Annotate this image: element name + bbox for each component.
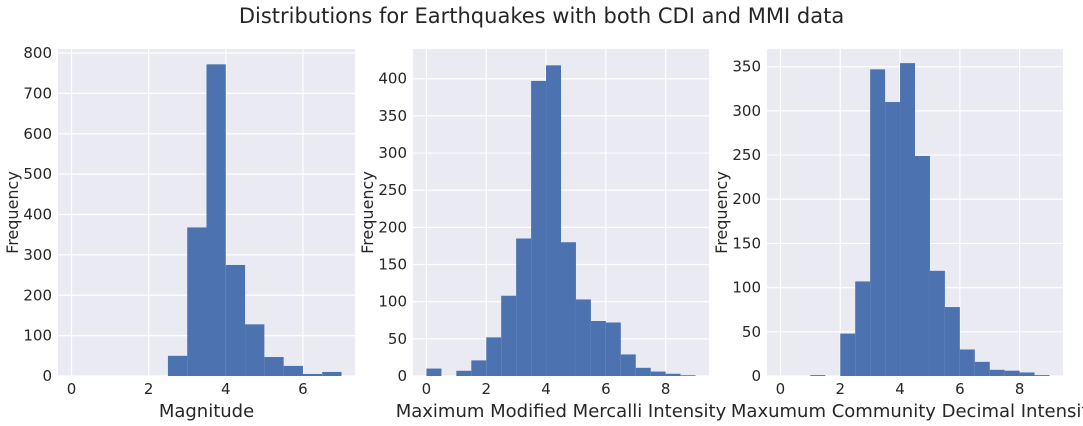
histogram-bar <box>635 367 651 376</box>
histogram-bar <box>1004 370 1020 376</box>
histogram-bar <box>225 264 246 376</box>
histogram-bar <box>989 369 1005 376</box>
y-tick-label: 200 <box>23 286 52 304</box>
histogram-bar <box>546 65 561 376</box>
histogram-bar <box>501 295 517 376</box>
x-tick-label: 8 <box>661 380 671 398</box>
y-tick-label: 350 <box>732 58 761 76</box>
y-tick-label: 0 <box>42 367 52 385</box>
histogram-bar <box>650 371 666 376</box>
histogram-bar <box>302 373 323 376</box>
histogram-bar <box>283 365 303 376</box>
y-tick-label: 300 <box>732 102 761 120</box>
histogram-bar <box>915 155 930 376</box>
histogram-bar <box>840 333 856 376</box>
y-tick-label: 400 <box>378 70 407 88</box>
y-tick-label: 100 <box>378 293 407 311</box>
histogram-bar <box>929 270 945 376</box>
histogram-bar <box>974 361 990 376</box>
histogram-bar <box>1034 375 1050 376</box>
x-tick-label: 0 <box>776 380 786 398</box>
histogram-bar <box>620 354 636 376</box>
y-axis-label: Frequency <box>712 171 731 254</box>
y-tick-label: 800 <box>23 44 52 62</box>
histogram-bar <box>426 368 442 376</box>
histogram-bar <box>264 357 284 376</box>
histogram-bar <box>870 69 886 376</box>
x-tick-label: 2 <box>835 380 845 398</box>
histogram-panel-1: 0 100 200 300 400 500 600 700 800 0 2 4 6 Magnitude Fr… <box>3 44 355 422</box>
histogram-panel-3: 0 50 100 150 200 250 300 350 0 2 4 6 8 Maxumum Commun… <box>712 49 1083 422</box>
y-tick-label: 300 <box>378 144 407 162</box>
histogram-bar <box>561 242 576 376</box>
histogram-bar <box>885 102 901 376</box>
x-axis-label: Maxumum Community Decimal Intensity <box>731 401 1083 422</box>
y-tick-label: 250 <box>378 181 407 199</box>
y-tick-label: 100 <box>732 279 761 297</box>
y-tick-label: 50 <box>742 323 761 341</box>
histogram-bar <box>900 63 915 377</box>
y-tick-label: 350 <box>378 107 407 125</box>
y-tick-label: 700 <box>23 84 52 102</box>
y-tick-label: 200 <box>732 190 761 208</box>
y-tick-label: 150 <box>378 256 407 274</box>
histogram-bar <box>486 337 502 376</box>
y-tick-label: 600 <box>23 125 52 143</box>
histogram-bar <box>471 360 487 376</box>
histogram-bar <box>680 375 696 376</box>
histogram-bar <box>665 373 681 376</box>
y-tick-label: 100 <box>23 327 52 345</box>
histogram-bar <box>187 227 207 376</box>
x-tick-label: 6 <box>601 380 611 398</box>
histogram-bar <box>322 371 342 376</box>
histogram-bar <box>590 321 606 376</box>
histogram-bar <box>456 370 472 376</box>
x-tick-label: 6 <box>298 380 308 398</box>
histogram-bar <box>206 64 226 376</box>
x-axis-label: Maximum Modified Mercalli Intensity <box>396 401 727 422</box>
histogram-bar <box>605 322 621 376</box>
histogram-bar <box>1019 372 1035 376</box>
histogram-bar <box>575 299 591 376</box>
y-tick-label: 400 <box>23 206 52 224</box>
x-tick-label: 2 <box>144 380 154 398</box>
x-tick-label: 0 <box>422 380 432 398</box>
histogram-bar <box>516 238 532 376</box>
figure-title: Distributions for Earthquakes with both … <box>238 4 845 28</box>
x-tick-label: 6 <box>955 380 965 398</box>
x-tick-label: 8 <box>1015 380 1025 398</box>
y-tick-label: 200 <box>378 218 407 236</box>
x-tick-label: 2 <box>481 380 491 398</box>
y-tick-label: 300 <box>23 246 52 264</box>
histogram-bar <box>855 281 871 376</box>
histogram-bar <box>245 324 265 376</box>
x-axis-label: Magnitude <box>159 401 254 422</box>
histogram-bar <box>810 375 826 376</box>
histogram-bar <box>531 80 547 376</box>
y-tick-label: 150 <box>732 234 761 252</box>
y-axis-label: Frequency <box>3 171 22 254</box>
y-tick-label: 250 <box>732 146 761 164</box>
y-axis-label: Frequency <box>358 171 377 254</box>
histogram-panel-2: 0 50 100 150 200 250 300 350 400 0 2 4 6 8 Maximum Mod… <box>358 49 727 422</box>
histogram-bar <box>959 349 975 376</box>
y-tick-label: 500 <box>23 165 52 183</box>
y-tick-label: 0 <box>397 367 407 385</box>
x-tick-label: 0 <box>67 380 77 398</box>
y-tick-label: 50 <box>388 330 407 348</box>
x-tick-label: 4 <box>895 380 905 398</box>
x-tick-label: 4 <box>221 380 231 398</box>
histogram-bar <box>944 307 960 376</box>
y-tick-label: 0 <box>751 367 761 385</box>
x-tick-label: 4 <box>541 380 551 398</box>
histogram-bar <box>167 355 188 376</box>
